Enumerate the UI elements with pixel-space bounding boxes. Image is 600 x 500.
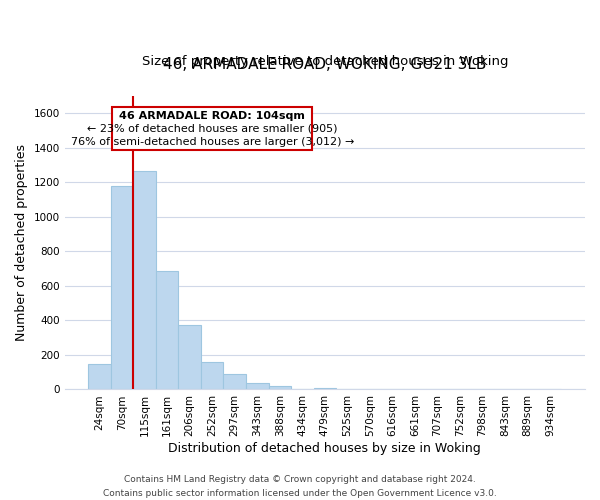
Bar <box>223 374 246 390</box>
Bar <box>88 364 111 390</box>
Bar <box>314 388 336 390</box>
Bar <box>246 384 269 390</box>
X-axis label: Distribution of detached houses by size in Woking: Distribution of detached houses by size … <box>169 442 481 455</box>
Bar <box>111 186 133 390</box>
Title: Size of property relative to detached houses in Woking: Size of property relative to detached ho… <box>142 55 508 68</box>
Bar <box>133 172 156 390</box>
Text: 46, ARMADALE ROAD, WOKING, GU21 3LB: 46, ARMADALE ROAD, WOKING, GU21 3LB <box>163 58 487 72</box>
Bar <box>269 386 291 390</box>
Bar <box>178 324 201 390</box>
FancyBboxPatch shape <box>112 107 313 150</box>
Text: ← 23% of detached houses are smaller (905): ← 23% of detached houses are smaller (90… <box>87 124 337 134</box>
Text: 46 ARMADALE ROAD: 104sqm: 46 ARMADALE ROAD: 104sqm <box>119 111 305 121</box>
Text: Contains HM Land Registry data © Crown copyright and database right 2024.
Contai: Contains HM Land Registry data © Crown c… <box>103 476 497 498</box>
Bar <box>201 362 223 390</box>
Y-axis label: Number of detached properties: Number of detached properties <box>15 144 28 341</box>
Text: 76% of semi-detached houses are larger (3,012) →: 76% of semi-detached houses are larger (… <box>71 137 354 147</box>
Bar <box>156 270 178 390</box>
